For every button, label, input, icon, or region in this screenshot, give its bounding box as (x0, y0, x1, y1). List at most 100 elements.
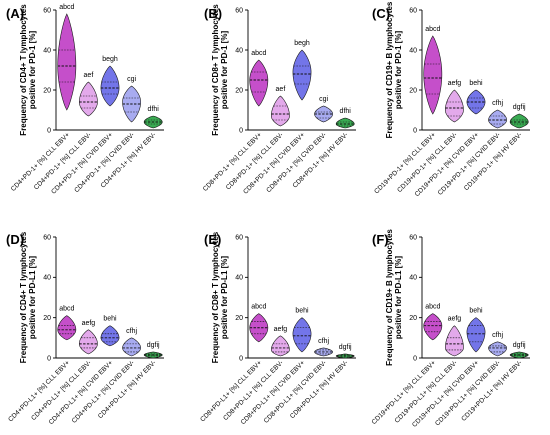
violin-shape (466, 317, 486, 353)
violin-shape (335, 117, 355, 129)
significance-label: cfhj (492, 100, 503, 107)
y-tick-label: 60 (409, 234, 417, 241)
significance-label: aefg (274, 326, 288, 333)
violin-shape (445, 325, 464, 357)
y-tick-label: 40 (43, 47, 51, 54)
y-tick-label: 0 (413, 355, 417, 362)
violin-shape (79, 329, 98, 355)
y-tick-label: 40 (43, 275, 51, 282)
significance-label: behi (469, 80, 483, 87)
y-axis-label: positive for PD-1 [%] (220, 31, 229, 110)
significance-label: dfhi (148, 106, 160, 113)
significance-label: behi (295, 308, 309, 315)
significance-label: begh (102, 56, 118, 63)
panel-2: (C)Frequency of CD19+ B lymphocytes posit… (372, 1, 530, 198)
violin-shape (79, 81, 98, 117)
violin-shape (488, 341, 507, 357)
significance-label: dgfij (513, 104, 526, 111)
significance-label: dgfij (339, 344, 352, 351)
significance-label: begh (294, 40, 310, 47)
panel-5: (F)Frequency of CD19+ B lymphocytes posit… (371, 229, 530, 429)
y-axis-label: positive for PD-1 [%] (394, 31, 403, 110)
significance-label: dgfij (147, 342, 160, 349)
y-tick-label: 20 (43, 315, 51, 322)
y-tick-label: 20 (409, 315, 417, 322)
significance-label: behi (469, 308, 483, 315)
significance-label: cfhj (126, 328, 137, 335)
panel-label: (A) (6, 6, 24, 21)
violin-shape (271, 95, 290, 127)
y-tick-label: 0 (47, 355, 51, 362)
significance-label: dfhi (340, 108, 352, 115)
panel-label: (E) (204, 232, 221, 247)
y-tick-label: 40 (235, 275, 243, 282)
y-tick-label: 40 (409, 47, 417, 54)
violin-shape (249, 59, 269, 107)
y-tick-label: 40 (235, 47, 243, 54)
significance-label: aefg (448, 80, 462, 87)
significance-label: cgi (127, 76, 136, 83)
significance-label: dgfij (513, 342, 526, 349)
violin-shape (57, 315, 77, 341)
panel-0: (A)Frequency of CD4+ T lymphocytes positi… (6, 4, 164, 196)
significance-label: aefg (448, 316, 462, 323)
y-axis-label: positive for PD-1 [%] (28, 31, 37, 110)
significance-label: abcd (59, 4, 74, 11)
significance-label: abcd (251, 50, 266, 57)
panel-1: (B)Frequency of CD8+ T lymphocytes positi… (202, 4, 356, 196)
panel-label: (B) (204, 6, 222, 21)
significance-label: aef (276, 86, 286, 93)
y-tick-label: 0 (239, 355, 243, 362)
y-tick-label: 20 (235, 87, 243, 94)
y-tick-label: 20 (235, 315, 243, 322)
y-axis-label: Frequency of CD19+ B lymphocytes (385, 229, 394, 366)
violin-shape (292, 49, 312, 101)
panel-label: (C) (372, 6, 390, 21)
significance-label: cfhj (492, 332, 503, 339)
y-axis-label: positive for PD-L1 [%] (394, 256, 403, 339)
y-tick-label: 60 (235, 7, 243, 14)
panel-4: (E)Frequency of CD8+ T lymphocytes positi… (199, 231, 356, 426)
significance-label: cfhj (318, 338, 329, 345)
y-tick-label: 0 (239, 127, 243, 134)
significance-label: abcd (425, 304, 440, 311)
y-tick-label: 40 (409, 275, 417, 282)
y-axis-label: Frequency of CD4+ T lymphocytes (19, 231, 28, 363)
panel-label: (D) (6, 232, 24, 247)
violin-shape (100, 325, 120, 347)
significance-label: aefg (82, 320, 96, 327)
significance-label: aef (84, 72, 94, 79)
y-axis-label: Frequency of CD8+ T lymphocytes (211, 231, 220, 363)
y-tick-label: 0 (47, 127, 51, 134)
panel-label: (F) (372, 232, 389, 247)
significance-label: cgi (319, 96, 328, 103)
y-tick-label: 60 (235, 234, 243, 241)
violin-shape (271, 335, 290, 357)
significance-label: abcd (59, 306, 74, 313)
violin-shape (445, 89, 464, 123)
y-tick-label: 60 (43, 7, 51, 14)
significance-label: abcd (251, 304, 266, 311)
y-tick-label: 60 (43, 234, 51, 241)
panel-3: (D)Frequency of CD4+ T lymphocytes positi… (6, 231, 164, 426)
y-tick-label: 60 (409, 7, 417, 14)
y-axis-label: positive for PD-L1 [%] (28, 256, 37, 339)
significance-label: behi (103, 316, 117, 323)
y-axis-label: positive for PD-L1 [%] (220, 256, 229, 339)
violin-shape (122, 337, 141, 357)
violin-shape (488, 109, 507, 129)
y-tick-label: 20 (409, 87, 417, 94)
violin-shape (57, 13, 77, 111)
y-tick-label: 20 (43, 87, 51, 94)
y-tick-label: 0 (413, 127, 417, 134)
violin-shape (423, 313, 443, 341)
y-axis-label: Frequency of CD4+ T lymphocytes (19, 4, 28, 136)
violin-shape (423, 35, 443, 115)
y-axis-label: Frequency of CD8+ T lymphocytes (211, 4, 220, 136)
violin-shape (100, 65, 120, 107)
violin-shape (292, 317, 312, 353)
y-axis-label: Frequency of CD19+ B lymphocytes (385, 1, 394, 138)
violin-shape (509, 113, 529, 129)
